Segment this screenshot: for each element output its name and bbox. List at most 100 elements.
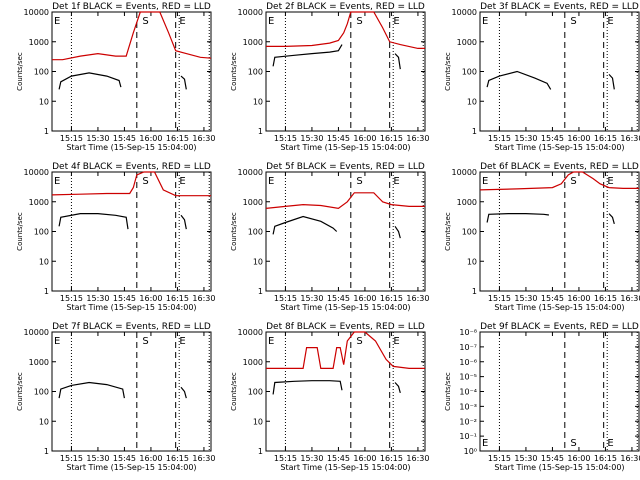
y-tick-label: 10 [253,417,263,426]
lld-series-line [52,11,212,61]
x-tick-label: 16:00 [353,134,376,143]
y-tick-label: 100 [248,388,263,397]
time-marker-label: E [179,336,185,347]
x-tick-label: 15:45 [113,294,136,303]
y-tick-label: 10000 [452,8,477,17]
time-marker-label: E [607,176,613,187]
y-tick-label: 100 [248,228,263,237]
time-marker-label: S [142,176,148,187]
y-tick-label: 1 [44,127,49,136]
chart-title: Det 5f BLACK = Events, RED = LLD [266,162,425,172]
events-series-line [486,70,552,90]
y-tick-label: 1000 [457,38,477,47]
x-tick-label: 15:15 [488,294,511,303]
y-tick-label: 10000 [24,8,49,17]
x-tick-label: 15:30 [514,134,537,143]
chart-panel-5: Det 5f BLACK = Events, RED = LLD 1 10 100 10… [230,162,429,312]
chart-panel-2: Det 2f BLACK = Events, RED = LLD 1 10 100 10… [230,2,429,152]
time-marker-label: E [482,16,488,27]
y-tick-label: 10⁻³ [459,402,477,411]
y-tick-label: 10000 [238,8,263,17]
time-marker-label: S [570,16,576,27]
y-tick-label: 1 [258,287,263,296]
lld-series-line [51,171,211,197]
y-tick-label: 100 [462,68,477,77]
chart-title: Det 2f BLACK = Events, RED = LLD [266,2,425,12]
y-tick-label: 10⁻¹ [459,432,477,441]
events-series-line [58,72,122,90]
x-tick-label: 16:15 [166,294,189,303]
events-series-line [272,380,343,395]
x-tick-label: 15:30 [86,454,109,463]
y-tick-label: 100 [34,388,49,397]
events-series-line [58,381,125,399]
x-axis-label: Start Time (15-Sep-15 15:04:00) [280,463,410,472]
chart-title: Det 6f BLACK = Events, RED = LLD [480,162,639,172]
events-series-line [394,53,401,70]
time-marker-label: E [482,176,488,187]
events-series-line [394,382,401,394]
x-tick-label: 16:30 [620,294,640,303]
time-marker-label: S [570,438,576,449]
x-tick-label: 16:00 [139,134,162,143]
chart-panel-4: Det 4f BLACK = Events, RED = LLD 1 10 100 10… [16,162,215,312]
chart-title: Det 3f BLACK = Events, RED = LLD [480,2,639,12]
time-marker-label: E [268,336,274,347]
chart-panel-9: Det 9f BLACK = Events, RED = LLD 10⁰ 10⁻¹ 1… [444,322,640,472]
y-tick-label: 1000 [29,38,49,47]
time-marker-label: S [356,16,362,27]
chart-title: Det 4f BLACK = Events, RED = LLD [52,162,211,172]
x-tick-label: 15:30 [86,294,109,303]
x-tick-label: 16:30 [192,294,215,303]
x-axis-label: Start Time (15-Sep-15 15:04:00) [66,143,196,152]
x-axis-label: Start Time (15-Sep-15 15:04:00) [494,463,624,472]
x-tick-label: 15:45 [327,134,350,143]
time-marker-label: S [356,176,362,187]
y-axis-label: Counts/sec [444,52,452,91]
x-tick-label: 15:15 [274,134,297,143]
y-axis-label: Counts/sec [230,212,238,251]
time-marker-label: E [607,16,613,27]
y-axis-label: Counts/sec [444,372,452,411]
chart-title: Det 8f BLACK = Events, RED = LLD [266,322,425,332]
lld-series-line [265,192,425,210]
x-tick-label: 15:45 [541,454,564,463]
x-tick-label: 16:00 [567,454,590,463]
events-series-line [58,213,129,230]
y-tick-label: 10000 [238,168,263,177]
y-tick-label: 1000 [243,198,263,207]
y-tick-label: 10 [39,257,49,266]
y-tick-label: 10⁻⁸ [459,328,477,337]
events-series-line [608,73,615,90]
y-axis-label: Counts/sec [16,52,24,91]
events-series-line [180,214,187,230]
time-marker-label: S [142,16,148,27]
y-tick-label: 10⁻⁴ [459,388,477,397]
x-tick-label: 16:15 [380,294,403,303]
x-tick-label: 16:30 [192,454,215,463]
chart-panel-1: Det 1f BLACK = Events, RED = LLD 1 10 100 10… [16,2,215,152]
x-tick-label: 15:30 [514,294,537,303]
time-marker-label: E [179,16,185,27]
x-tick-label: 16:15 [166,134,189,143]
y-tick-label: 1000 [243,358,263,367]
time-marker-label: S [356,336,362,347]
plot-frame [265,171,426,292]
x-tick-label: 16:30 [406,294,429,303]
time-marker-label: E [607,438,613,449]
x-axis-label: Start Time (15-Sep-15 15:04:00) [494,303,624,312]
y-tick-label: 100 [248,68,263,77]
y-tick-label: 1 [44,447,49,456]
x-axis-label: Start Time (15-Sep-15 15:04:00) [280,303,410,312]
x-tick-label: 15:45 [327,454,350,463]
x-tick-label: 16:15 [594,294,617,303]
events-series-line [608,213,615,225]
y-tick-label: 1 [472,287,477,296]
x-tick-label: 16:15 [594,454,617,463]
x-tick-label: 15:15 [274,294,297,303]
y-tick-label: 1 [258,127,263,136]
y-tick-label: 1 [44,287,49,296]
chart-title: Det 1f BLACK = Events, RED = LLD [52,2,211,12]
time-marker-label: E [54,16,60,27]
